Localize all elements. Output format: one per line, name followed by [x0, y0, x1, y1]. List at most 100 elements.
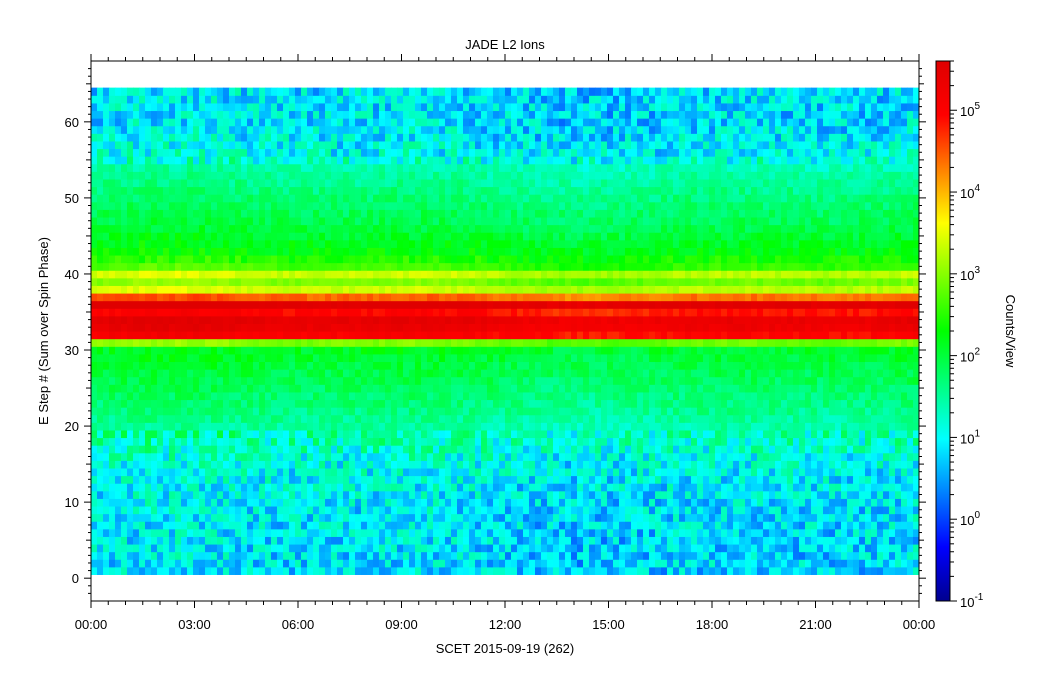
heatmap-cell: [481, 452, 488, 461]
heatmap-cell: [469, 353, 476, 363]
heatmap-cell: [283, 475, 290, 484]
heatmap-cell: [541, 186, 548, 195]
heatmap-cell: [91, 125, 98, 134]
heatmap-cell: [409, 445, 416, 454]
heatmap-cell: [103, 490, 110, 499]
heatmap-cell: [481, 239, 488, 248]
heatmap-cell: [427, 95, 434, 104]
heatmap-cell: [229, 407, 236, 416]
heatmap-cell: [127, 156, 134, 165]
heatmap-cell: [241, 270, 248, 279]
heatmap-cell: [349, 483, 356, 492]
heatmap-cell: [553, 460, 560, 469]
heatmap-cell: [373, 483, 380, 492]
heatmap-cell: [427, 422, 434, 431]
heatmap-cell: [415, 452, 422, 461]
heatmap-cell: [529, 125, 536, 134]
heatmap-cell: [499, 315, 506, 324]
heatmap-cell: [403, 475, 410, 484]
heatmap-cell: [355, 566, 362, 575]
heatmap-cell: [421, 490, 428, 499]
heatmap-cell: [445, 262, 452, 271]
heatmap-cell: [163, 300, 170, 309]
heatmap-cell: [319, 133, 326, 142]
heatmap-cell: [151, 140, 158, 150]
heatmap-cell: [511, 285, 518, 294]
heatmap-cell: [493, 528, 500, 537]
heatmap-cell: [517, 467, 524, 477]
heatmap-cell: [421, 163, 428, 172]
heatmap-cell: [343, 445, 350, 454]
heatmap-cell: [355, 391, 362, 401]
heatmap-cell: [223, 209, 230, 218]
heatmap-cell: [139, 498, 146, 507]
heatmap-cell: [103, 346, 110, 355]
heatmap-cell: [349, 285, 356, 294]
heatmap-cell: [451, 300, 458, 309]
heatmap-cell: [343, 559, 350, 568]
heatmap-cell: [211, 566, 218, 575]
heatmap-cell: [343, 376, 350, 385]
heatmap-cell: [289, 95, 296, 104]
heatmap-cell: [115, 528, 122, 537]
heatmap-cell: [481, 353, 488, 363]
heatmap-cell: [151, 201, 158, 210]
heatmap-cell: [199, 216, 206, 226]
heatmap-cell: [457, 262, 464, 271]
heatmap-cell: [271, 262, 278, 271]
heatmap-cell: [229, 369, 236, 378]
heatmap-cell: [121, 118, 128, 127]
heatmap-cell: [361, 521, 368, 530]
heatmap-cell: [409, 247, 416, 256]
heatmap-cell: [529, 308, 536, 317]
heatmap-cell: [247, 384, 254, 393]
heatmap-cell: [181, 551, 188, 560]
heatmap-cell: [427, 498, 434, 507]
heatmap-cell: [289, 429, 296, 439]
heatmap-cell: [199, 201, 206, 210]
heatmap-cell: [481, 483, 488, 492]
heatmap-cell: [91, 163, 98, 172]
heatmap-cell: [157, 308, 164, 317]
heatmap-cell: [133, 239, 140, 248]
heatmap-cell: [523, 201, 530, 210]
heatmap-cell: [361, 338, 368, 347]
heatmap-cell: [193, 140, 200, 150]
heatmap-cell: [523, 566, 530, 575]
heatmap-cell: [97, 201, 104, 210]
heatmap-cell: [325, 171, 332, 180]
heatmap-cell: [301, 331, 308, 340]
heatmap-cell: [205, 95, 212, 104]
heatmap-cell: [205, 361, 212, 370]
heatmap-cell: [103, 376, 110, 385]
heatmap-cell: [289, 559, 296, 568]
heatmap-cell: [277, 361, 284, 370]
heatmap-cell: [493, 254, 500, 264]
heatmap-cell: [403, 133, 410, 142]
heatmap-cell: [427, 292, 434, 302]
heatmap-cell: [283, 338, 290, 347]
heatmap-cell: [427, 186, 434, 195]
heatmap-cell: [97, 559, 104, 568]
heatmap-cell: [415, 209, 422, 218]
heatmap-cell: [289, 239, 296, 248]
heatmap-cell: [283, 407, 290, 416]
heatmap-cell: [367, 429, 374, 439]
heatmap-cell: [487, 201, 494, 210]
heatmap-cell: [541, 163, 548, 172]
heatmap-cell: [103, 521, 110, 530]
heatmap-cell: [259, 566, 266, 575]
heatmap-cell: [109, 513, 116, 522]
heatmap-cell: [373, 445, 380, 454]
heatmap-cell: [103, 543, 110, 553]
heatmap-cell: [451, 239, 458, 248]
heatmap-cell: [445, 475, 452, 484]
heatmap-cell: [445, 285, 452, 294]
heatmap-cell: [427, 338, 434, 347]
heatmap-cell: [127, 528, 134, 537]
heatmap-cell: [295, 110, 302, 119]
heatmap-cell: [247, 437, 254, 446]
heatmap-cell: [169, 536, 176, 545]
heatmap-cell: [211, 551, 218, 560]
heatmap-cell: [385, 239, 392, 248]
